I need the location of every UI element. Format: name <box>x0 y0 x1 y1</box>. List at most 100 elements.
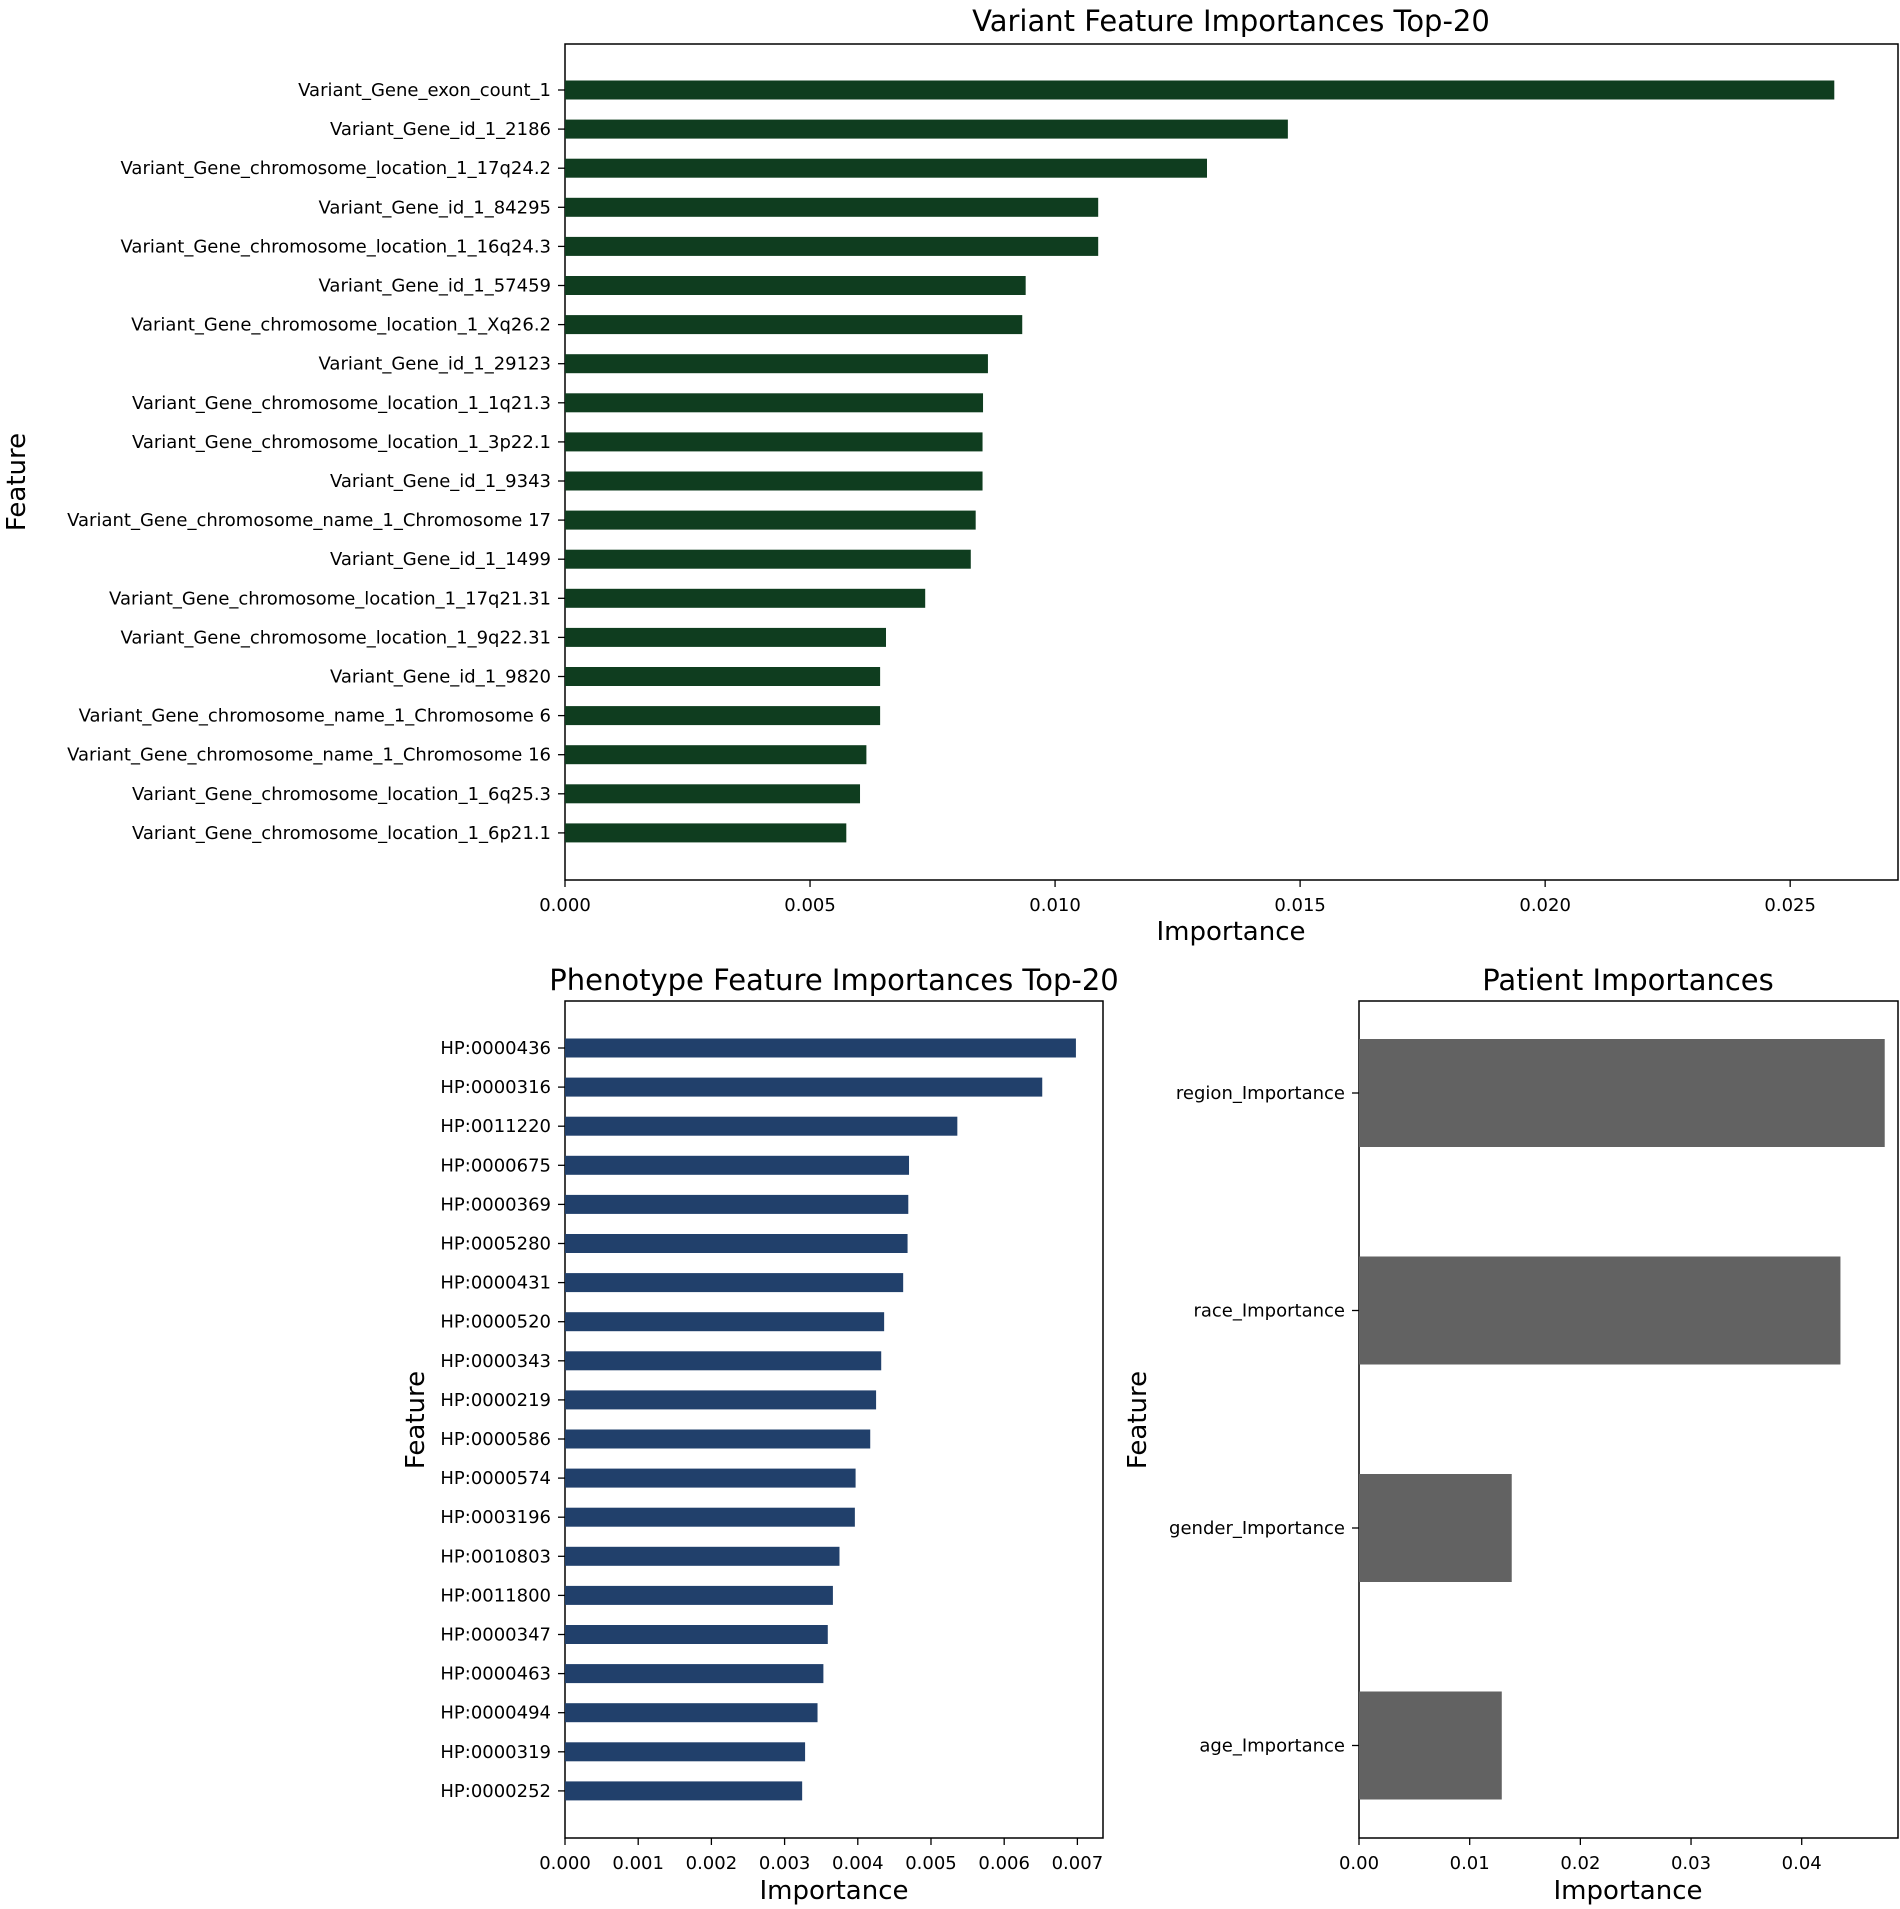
phenotype-x-tick-label: 0.001 <box>612 1853 664 1874</box>
variant-y-tick-label: Variant_Gene_chromosome_location_1_16q24… <box>121 236 552 257</box>
patient-x-tick-label: 0.00 <box>1339 1853 1379 1874</box>
variant-bar-17 <box>565 745 867 765</box>
phenotype-x-ticks: 0.000 0.001 0.002 0.003 0.004 0.005 0.006 0.007 <box>539 1838 1103 1874</box>
variant-x-axis-label: Importance <box>1157 917 1306 947</box>
phenotype-y-tick-label: HP:0000520 <box>440 1312 551 1333</box>
variant-bar-2 <box>565 158 1207 178</box>
variant-bar-10 <box>565 471 983 491</box>
variant-bar-16 <box>565 706 881 726</box>
phenotype-bar-14 <box>565 1585 833 1605</box>
phenotype-bar-17 <box>565 1703 818 1723</box>
phenotype-bar-12 <box>565 1507 855 1527</box>
phenotype-x-tick-label: 0.002 <box>686 1853 738 1874</box>
phenotype-x-tick-label: 0.003 <box>759 1853 811 1874</box>
patient-y-axis-label: Feature <box>1123 1371 1153 1469</box>
variant-bar-5 <box>565 276 1026 295</box>
variant-y-tick-label: Variant_Gene_chromosome_location_1_17q21… <box>109 588 551 609</box>
phenotype-bar-7 <box>565 1312 885 1332</box>
variant-y-ticks: Variant_Gene_exon_count_1 Variant_Gene_id… <box>67 80 565 844</box>
variant-x-tick-label: 0.010 <box>1029 895 1081 916</box>
variant-y-tick-label: Variant_Gene_id_1_84295 <box>319 197 552 218</box>
phenotype-y-tick-label: HP:0000463 <box>440 1664 551 1685</box>
patient-x-tick-label: 0.04 <box>1782 1853 1822 1874</box>
variant-bars <box>565 80 1835 843</box>
phenotype-bar-18 <box>565 1742 806 1762</box>
phenotype-y-tick-label: HP:0000252 <box>440 1781 551 1802</box>
variant-bar-3 <box>565 197 1099 217</box>
phenotype-bar-3 <box>565 1155 910 1175</box>
phenotype-y-axis-label: Feature <box>401 1371 431 1469</box>
patient-y-ticks: region_Importance race_Importance gender_I… <box>1169 1083 1359 1757</box>
variant-y-tick-label: Variant_Gene_id_1_2186 <box>330 119 551 140</box>
patient-bars <box>1359 1039 1885 1800</box>
phenotype-y-tick-label: HP:0000343 <box>440 1351 551 1372</box>
phenotype-y-tick-label: HP:0000574 <box>440 1468 551 1489</box>
variant-y-tick-label: Variant_Gene_chromosome_name_1_Chromosom… <box>67 745 551 766</box>
phenotype-y-tick-label: HP:0000316 <box>440 1077 551 1098</box>
patient-x-tick-label: 0.03 <box>1671 1853 1711 1874</box>
variant-bar-15 <box>565 667 881 686</box>
variant-y-tick-label: Variant_Gene_chromosome_location_1_17q24… <box>121 158 552 179</box>
phenotype-bar-2 <box>565 1116 958 1136</box>
phenotype-bar-8 <box>565 1351 882 1371</box>
phenotype-chart-title: Phenotype Feature Importances Top-20 <box>549 963 1118 997</box>
phenotype-y-ticks: HP:0000436 HP:0000316 HP:0011220 HP:0000675… <box>440 1038 565 1802</box>
phenotype-y-tick-label: HP:0011800 <box>440 1585 551 1606</box>
variant-bar-19 <box>565 823 847 843</box>
phenotype-y-tick-label: HP:0003196 <box>440 1507 551 1528</box>
phenotype-y-tick-label: HP:0010803 <box>440 1546 551 1567</box>
phenotype-bar-10 <box>565 1429 871 1449</box>
phenotype-y-tick-label: HP:0000586 <box>440 1429 551 1450</box>
variant-y-tick-label: Variant_Gene_chromosome_location_1_6p21.… <box>132 823 551 844</box>
variant-y-tick-label: Variant_Gene_id_1_9820 <box>330 667 551 688</box>
phenotype-bar-6 <box>565 1273 904 1293</box>
variant-y-tick-label: Variant_Gene_chromosome_location_1_Xq26.… <box>131 315 551 336</box>
variant-y-tick-label: Variant_Gene_chromosome_location_1_1q21.… <box>132 393 551 414</box>
phenotype-bar-5 <box>565 1234 908 1253</box>
patient-bar-1 <box>1359 1256 1841 1365</box>
patient-y-tick-label: race_Importance <box>1193 1301 1345 1322</box>
phenotype-bar-19 <box>565 1781 803 1801</box>
patient-bar-0 <box>1359 1039 1885 1147</box>
phenotype-bar-13 <box>565 1546 840 1566</box>
variant-y-axis-label: Feature <box>2 433 32 531</box>
patient-x-ticks: 0.00 0.01 0.02 0.03 0.04 <box>1339 1838 1822 1874</box>
phenotype-x-tick-label: 0.004 <box>832 1853 884 1874</box>
variant-plot-frame <box>564 43 1899 881</box>
phenotype-y-tick-label: HP:0005280 <box>440 1234 551 1255</box>
phenotype-x-tick-label: 0.000 <box>539 1853 591 1874</box>
variant-bar-0 <box>565 80 1835 100</box>
variant-bar-14 <box>565 627 886 647</box>
variant-bar-13 <box>565 588 926 608</box>
phenotype-y-tick-label: HP:0011220 <box>440 1116 551 1137</box>
variant-bar-12 <box>565 549 971 569</box>
phenotype-bars <box>565 1038 1076 1801</box>
patient-chart-title: Patient Importances <box>1482 963 1774 997</box>
phenotype-bar-1 <box>565 1077 1043 1097</box>
patient-y-tick-label: region_Importance <box>1176 1083 1345 1104</box>
variant-y-tick-label: Variant_Gene_id_1_57459 <box>319 276 552 297</box>
patient-y-tick-label: gender_Importance <box>1169 1518 1345 1539</box>
variant-chart: Variant Feature Importances Top-20 Varia… <box>2 4 1899 947</box>
variant-y-tick-label: Variant_Gene_chromosome_location_1_9q22.… <box>121 627 552 648</box>
variant-y-tick-label: Variant_Gene_chromosome_name_1_Chromosom… <box>67 510 551 531</box>
variant-bar-9 <box>565 432 983 452</box>
phenotype-x-axis-label: Importance <box>760 1876 909 1906</box>
patient-x-tick-label: 0.01 <box>1450 1853 1490 1874</box>
variant-x-tick-label: 0.005 <box>784 895 836 916</box>
variant-y-tick-label: Variant_Gene_chromosome_name_1_Chromosom… <box>79 706 551 727</box>
phenotype-y-tick-label: HP:0000319 <box>440 1742 551 1763</box>
patient-bar-2 <box>1359 1474 1512 1582</box>
variant-x-tick-label: 0.000 <box>539 895 591 916</box>
variant-y-tick-label: Variant_Gene_id_1_1499 <box>330 549 551 570</box>
patient-chart: Patient Importances region_Importancerac… <box>1123 963 1899 1906</box>
phenotype-plot-frame <box>564 1000 1104 1839</box>
phenotype-y-tick-label: HP:0000369 <box>440 1194 551 1215</box>
phenotype-bar-0 <box>565 1038 1076 1058</box>
variant-y-tick-label: Variant_Gene_chromosome_location_1_6q25.… <box>132 784 551 805</box>
variant-bar-18 <box>565 784 861 804</box>
variant-y-tick-label: Variant_Gene_id_1_9343 <box>330 471 551 492</box>
patient-plot-frame <box>1358 1000 1899 1839</box>
variant-bar-1 <box>565 119 1288 139</box>
